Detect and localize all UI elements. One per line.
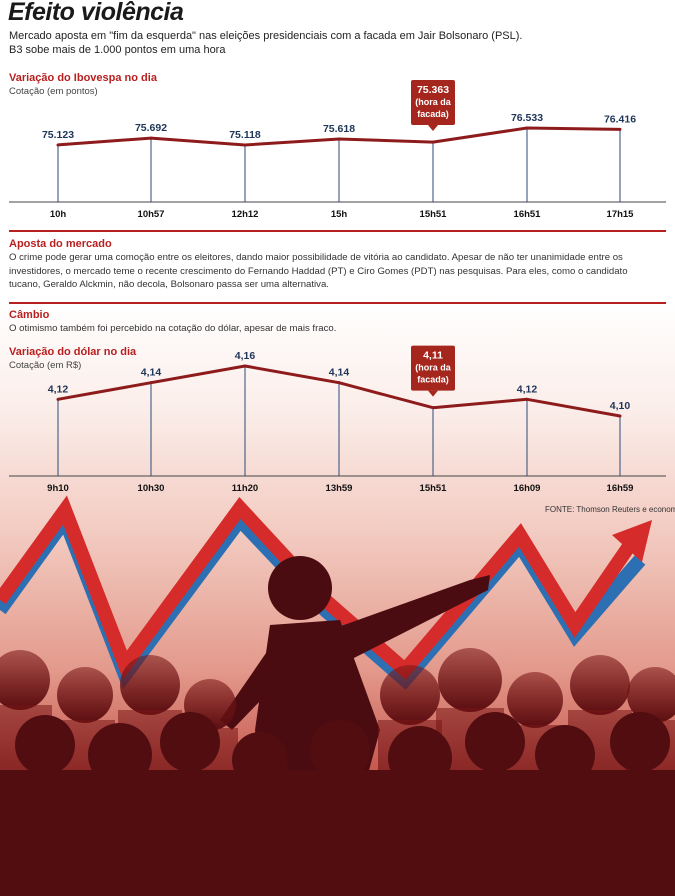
- subtitle-line-2: B3 sobe mais de 1.000 pontos em uma hora: [9, 44, 226, 56]
- ibovespa-callout-line-0: 75.363: [417, 84, 449, 96]
- ibovespa-tick-label-0: 10h: [50, 209, 67, 220]
- dolar-point-4: [431, 406, 435, 410]
- dolar-chart: Variação do dólar no dia Cotação (em R$) 4…: [9, 345, 666, 494]
- dolar-tick-label-3: 13h59: [326, 483, 353, 494]
- ibovespa-callout-box: [411, 80, 455, 126]
- ibovespa-point-4: [431, 140, 435, 144]
- ibovespa-callout-pointer: [428, 125, 438, 132]
- dolar-data-label-2: 4,16: [235, 350, 256, 362]
- dolar-point-3: [337, 381, 341, 385]
- ibovespa-tick-label-3: 15h: [331, 209, 348, 220]
- ibovespa-tick-label-5: 16h51: [514, 209, 542, 220]
- dolar-tick-label-1: 10h30: [138, 483, 165, 494]
- dolar-data-label-5: 4,12: [517, 383, 538, 395]
- ibovespa-point-6: [618, 127, 622, 131]
- ibovespa-data-label-5: 76.533: [511, 112, 543, 124]
- dolar-chart-subtitle: Cotação (em R$): [9, 360, 81, 371]
- ibovespa-point-2: [243, 143, 247, 147]
- crowd-front-row: [0, 712, 675, 896]
- ibovespa-tick-label-1: 10h57: [138, 209, 165, 220]
- ibovespa-data-label-3: 75.618: [323, 123, 355, 135]
- crowd-illustration: [0, 495, 675, 896]
- aposta-text: O crime pode gerar uma comoção entre os …: [9, 252, 628, 290]
- cambio-text: O otimismo também foi percebido na cotaç…: [9, 323, 337, 334]
- source-note: FONTE: Thomson Reuters e economistas: [545, 505, 675, 514]
- ibovespa-point-1: [149, 136, 153, 140]
- ibovespa-point-0: [56, 143, 60, 147]
- subtitle-line-1: Mercado aposta em "fim da esquerda" nas …: [9, 30, 523, 42]
- cambio-heading: Câmbio: [9, 309, 50, 321]
- ibovespa-data-label-0: 75.123: [42, 129, 74, 141]
- ibovespa-chart-subtitle: Cotação (em pontos): [9, 86, 98, 97]
- ibovespa-callout-line-2: facada): [417, 109, 449, 119]
- dolar-callout-line-1: (hora da: [415, 363, 451, 373]
- dolar-data-label-6: 4,10: [610, 400, 631, 412]
- dolar-tick-label-0: 9h10: [47, 483, 69, 494]
- ibovespa-data-label-6: 76.416: [604, 113, 636, 125]
- dolar-callout-line-0: 4,11: [423, 350, 443, 362]
- ibovespa-point-3: [337, 137, 341, 141]
- dolar-tick-label-2: 11h20: [232, 483, 258, 494]
- arrow-head-icon: [612, 520, 652, 562]
- section-divider-aposta: [9, 230, 666, 232]
- dolar-tick-label-5: 16h09: [514, 483, 541, 494]
- dolar-tick-label-6: 16h59: [607, 483, 634, 494]
- page-title: Efeito violência: [8, 0, 184, 26]
- dolar-point-6: [618, 414, 622, 418]
- dolar-data-label-3: 4,14: [329, 367, 350, 379]
- section-divider-cambio: [9, 302, 666, 304]
- dolar-callout-line-2: facada): [417, 375, 449, 385]
- dolar-callout-pointer: [428, 390, 438, 397]
- ibovespa-tick-label-6: 17h15: [607, 209, 635, 220]
- dolar-point-1: [149, 381, 153, 385]
- dolar-data-label-0: 4,12: [48, 383, 69, 395]
- dolar-point-0: [56, 397, 60, 401]
- dolar-data-label-1: 4,14: [141, 367, 162, 379]
- aposta-heading: Aposta do mercado: [9, 238, 112, 250]
- ibovespa-tick-label-2: 12h12: [232, 209, 259, 220]
- dolar-chart-title: Variação do dólar no dia: [9, 346, 137, 358]
- ibovespa-callout-line-1: (hora da: [415, 97, 451, 107]
- ibovespa-chart-title: Variação do Ibovespa no dia: [9, 72, 158, 84]
- dolar-point-5: [525, 397, 529, 401]
- ibovespa-data-label-2: 75.118: [229, 129, 261, 141]
- ibovespa-data-label-1: 75.692: [135, 122, 167, 134]
- dolar-callout-box: [411, 345, 455, 391]
- ibovespa-point-5: [525, 126, 529, 130]
- dolar-tick-label-4: 15h51: [420, 483, 448, 494]
- dolar-point-2: [243, 364, 247, 368]
- ibovespa-tick-label-4: 15h51: [420, 209, 448, 220]
- ibovespa-chart: Variação do Ibovespa no dia Cotação (em p…: [9, 72, 666, 220]
